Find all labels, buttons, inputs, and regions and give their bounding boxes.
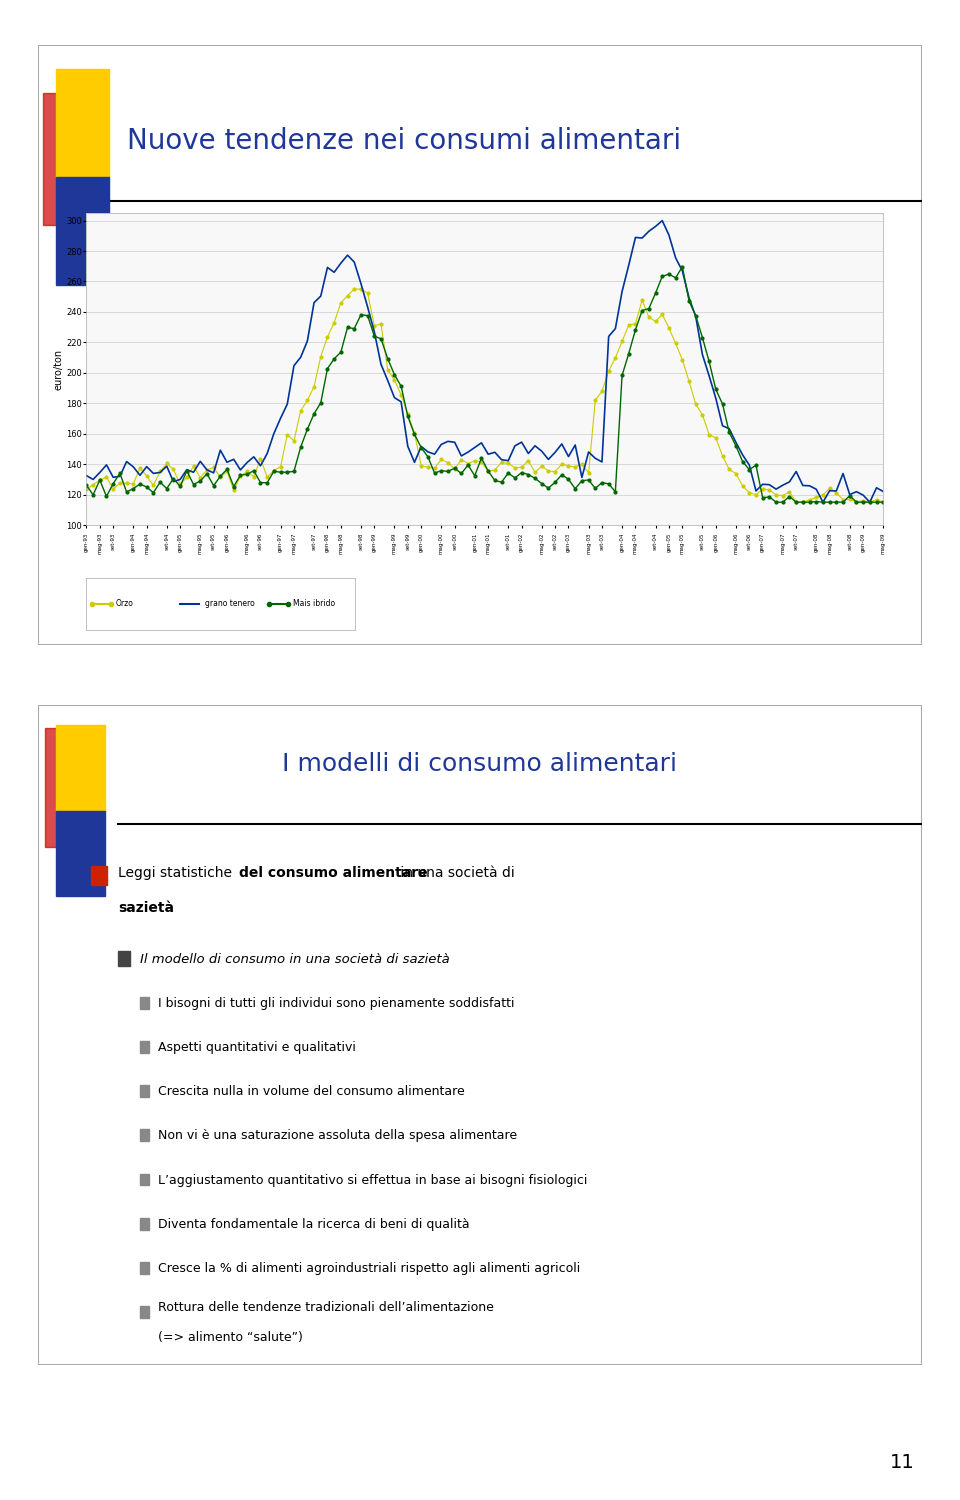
Bar: [140, 1173, 149, 1185]
Bar: [140, 1041, 149, 1053]
Text: Diventa fondamentale la ricerca di beni di qualità: Diventa fondamentale la ricerca di beni …: [157, 1218, 469, 1231]
Text: I bisogni di tutti gli individui sono pienamente soddisfatti: I bisogni di tutti gli individui sono pi…: [157, 998, 515, 1010]
Text: Aspetti quantitativi e qualitativi: Aspetti quantitativi e qualitativi: [157, 1041, 355, 1054]
grano tenero: [522, 444, 534, 462]
Bar: [91, 865, 108, 885]
Mais ibrido: [630, 321, 641, 339]
Text: Cresce la % di alimenti agroindustriali rispetto agli alimenti agricoli: Cresce la % di alimenti agroindustriali …: [157, 1262, 580, 1275]
Text: Non vi è una saturazione assoluta della spesa alimentare: Non vi è una saturazione assoluta della …: [157, 1130, 516, 1143]
Mais ibrido: [248, 462, 259, 480]
Y-axis label: euro/ton: euro/ton: [54, 348, 63, 390]
Orzo: [636, 291, 648, 309]
Orzo: [877, 494, 889, 512]
Text: Il modello di consumo in una società di sazietà: Il modello di consumo in una società di …: [140, 952, 449, 966]
Line: Orzo: Orzo: [85, 288, 884, 504]
Orzo: [790, 494, 802, 512]
grano tenero: [248, 448, 259, 466]
Bar: [56, 724, 105, 810]
Text: 11: 11: [890, 1454, 915, 1472]
Bar: [140, 1262, 149, 1274]
Mais ibrido: [864, 494, 876, 512]
grano tenero: [864, 494, 876, 512]
Text: I modelli di consumo alimentari: I modelli di consumo alimentari: [282, 753, 678, 777]
Orzo: [717, 447, 729, 465]
Mais ibrido: [770, 494, 781, 512]
Text: Crescita nulla in volume del consumo alimentare: Crescita nulla in volume del consumo ali…: [157, 1086, 465, 1098]
Bar: [140, 1084, 149, 1096]
Bar: [56, 810, 105, 897]
Text: Leggi statistiche: Leggi statistiche: [118, 867, 236, 880]
Line: Mais ibrido: Mais ibrido: [85, 266, 884, 504]
Orzo: [295, 402, 306, 420]
Mais ibrido: [677, 258, 688, 276]
Text: del consumo alimentare: del consumo alimentare: [239, 867, 427, 880]
Text: Variabilità dei prezzi dei prodotti agricoli: Variabilità dei prezzi dei prodotti agri…: [127, 236, 478, 250]
grano tenero: [717, 417, 729, 435]
Mais ibrido: [717, 394, 729, 412]
Bar: [140, 1130, 149, 1142]
Orzo: [529, 464, 540, 482]
Text: Mais ibrido: Mais ibrido: [294, 598, 335, 609]
Orzo: [348, 280, 360, 298]
Text: grano tenero: grano tenero: [204, 598, 254, 609]
Line: grano tenero: grano tenero: [86, 220, 883, 503]
grano tenero: [81, 466, 92, 484]
Bar: [56, 69, 109, 177]
grano tenero: [817, 494, 828, 512]
Bar: [44, 728, 73, 848]
Text: Rottura delle tendenze tradizionali dell’alimentazione: Rottura delle tendenze tradizionali dell…: [157, 1300, 493, 1314]
grano tenero: [295, 348, 306, 366]
Text: Orzo: Orzo: [116, 598, 133, 609]
Mais ibrido: [522, 465, 534, 483]
Text: sazietà: sazietà: [118, 902, 174, 915]
grano tenero: [630, 228, 641, 246]
Text: L’aggiustamento quantitativo si effettua in base ai bisogni fisiologici: L’aggiustamento quantitativo si effettua…: [157, 1173, 587, 1186]
Bar: [56, 177, 109, 285]
Bar: [118, 951, 131, 966]
Bar: [140, 1306, 149, 1318]
Text: Nuove tendenze nei consumi alimentari: Nuove tendenze nei consumi alimentari: [127, 128, 681, 154]
Bar: [43, 93, 74, 225]
Orzo: [864, 494, 876, 512]
Bar: [140, 996, 149, 1008]
Orzo: [81, 480, 92, 498]
Text: in una società di: in una società di: [396, 867, 515, 880]
Bar: [140, 1218, 149, 1230]
Mais ibrido: [81, 476, 92, 494]
Mais ibrido: [877, 494, 889, 512]
grano tenero: [877, 483, 889, 501]
Orzo: [248, 468, 259, 486]
Text: (=> alimento “salute”): (=> alimento “salute”): [157, 1332, 302, 1344]
Mais ibrido: [295, 438, 306, 456]
grano tenero: [657, 211, 668, 230]
